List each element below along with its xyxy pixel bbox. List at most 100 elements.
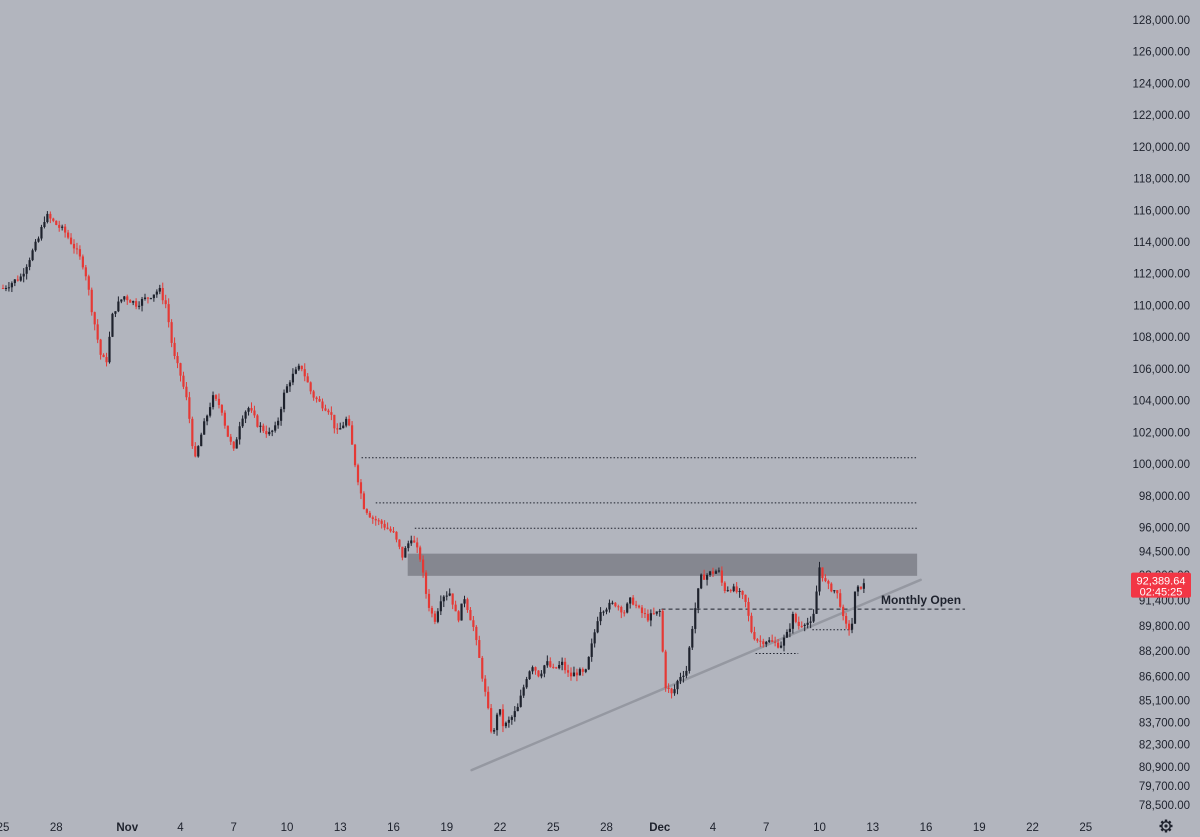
x-tick-label: 7	[231, 822, 237, 834]
candle	[143, 293, 147, 301]
candle	[800, 621, 803, 629]
candle	[350, 421, 354, 445]
candle	[34, 239, 37, 252]
candle	[176, 352, 179, 369]
candle	[563, 657, 567, 674]
candle	[673, 684, 676, 696]
candle	[566, 664, 570, 677]
y-tick-label: 88,200.00	[1139, 646, 1190, 658]
candle	[211, 391, 215, 410]
candle	[762, 638, 765, 648]
candle	[738, 588, 741, 598]
candle	[72, 239, 76, 254]
candle	[676, 679, 679, 695]
candle	[232, 441, 235, 451]
candle	[374, 515, 377, 526]
candle	[534, 666, 537, 675]
candle	[495, 712, 499, 736]
candle	[348, 415, 351, 427]
candle	[49, 211, 52, 224]
candle	[238, 421, 241, 445]
candle	[797, 616, 800, 630]
candle	[833, 590, 836, 594]
candle	[309, 381, 312, 395]
y-tick-label: 124,000.00	[1132, 78, 1190, 90]
candle	[602, 610, 605, 616]
candle	[318, 396, 321, 403]
ascending-trendline[interactable]	[470, 578, 922, 772]
x-tick-label: 16	[920, 822, 933, 834]
candle	[419, 545, 422, 562]
x-tick-label: 22	[1026, 822, 1039, 834]
candle	[188, 391, 191, 424]
candle	[285, 384, 289, 394]
candle	[22, 268, 25, 283]
candle	[575, 668, 579, 682]
candle	[185, 382, 188, 401]
y-tick-label: 128,000.00	[1132, 15, 1190, 27]
resistance-zone[interactable]	[407, 553, 918, 576]
candle	[395, 531, 398, 543]
candle	[282, 389, 286, 413]
candle	[809, 616, 812, 629]
candle	[253, 405, 256, 418]
candle	[386, 522, 389, 530]
candle	[729, 588, 732, 593]
candle	[643, 608, 647, 619]
candle	[750, 612, 753, 634]
x-tick-label: 19	[440, 822, 453, 834]
candle	[617, 604, 620, 611]
candle	[126, 294, 129, 305]
candle	[102, 353, 105, 358]
candle	[259, 422, 262, 433]
candle	[300, 365, 303, 372]
candle	[129, 299, 132, 303]
candle	[605, 607, 608, 615]
candle	[768, 637, 771, 643]
candle	[640, 604, 644, 618]
candle	[173, 337, 176, 360]
candle	[52, 217, 55, 223]
candle	[108, 331, 111, 364]
candle	[703, 569, 706, 580]
candle	[58, 220, 61, 232]
settings-gear-icon[interactable]	[1159, 819, 1173, 833]
x-tick-label: 7	[763, 822, 769, 834]
candle	[732, 583, 735, 593]
y-tick-label: 83,700.00	[1139, 718, 1190, 730]
candle	[161, 282, 164, 305]
candle	[611, 600, 614, 605]
candle	[182, 371, 185, 390]
y-tick-label: 98,000.00	[1139, 491, 1190, 503]
last-price-value: 92,389.64	[1137, 576, 1186, 588]
candle	[531, 665, 534, 675]
candle	[697, 588, 700, 614]
candle	[111, 312, 114, 338]
y-tick-label: 82,300.00	[1139, 740, 1190, 752]
candle	[664, 649, 667, 692]
candle	[708, 570, 712, 577]
candle	[469, 607, 472, 621]
candle	[856, 585, 860, 597]
candle	[339, 422, 342, 430]
candle	[649, 609, 652, 627]
candle	[117, 296, 120, 313]
candle	[507, 716, 510, 728]
candle	[277, 417, 280, 429]
x-tick-label: 16	[387, 822, 400, 834]
y-tick-label: 94,500.00	[1139, 546, 1190, 558]
x-tick-label: 25	[0, 822, 9, 834]
candle	[552, 663, 555, 669]
candle	[64, 223, 67, 238]
candle	[670, 687, 673, 699]
y-tick-label: 96,000.00	[1139, 522, 1190, 534]
candle	[333, 414, 336, 434]
candle	[179, 362, 182, 382]
candle	[587, 656, 590, 671]
candle	[152, 294, 155, 302]
candle	[433, 610, 437, 625]
candle	[522, 684, 525, 698]
